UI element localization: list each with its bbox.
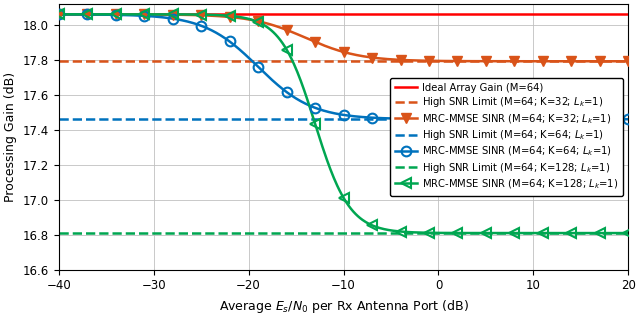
Legend: Ideal Array Gain (M=64), High SNR Limit (M=64; K=32; $L_k$=1), MRC-MMSE SINR (M=: Ideal Array Gain (M=64), High SNR Limit … <box>390 78 623 196</box>
Y-axis label: Processing Gain (dB): Processing Gain (dB) <box>4 72 17 202</box>
X-axis label: Average $E_s/N_0$ per Rx Antenna Port (dB): Average $E_s/N_0$ per Rx Antenna Port (d… <box>218 298 468 315</box>
